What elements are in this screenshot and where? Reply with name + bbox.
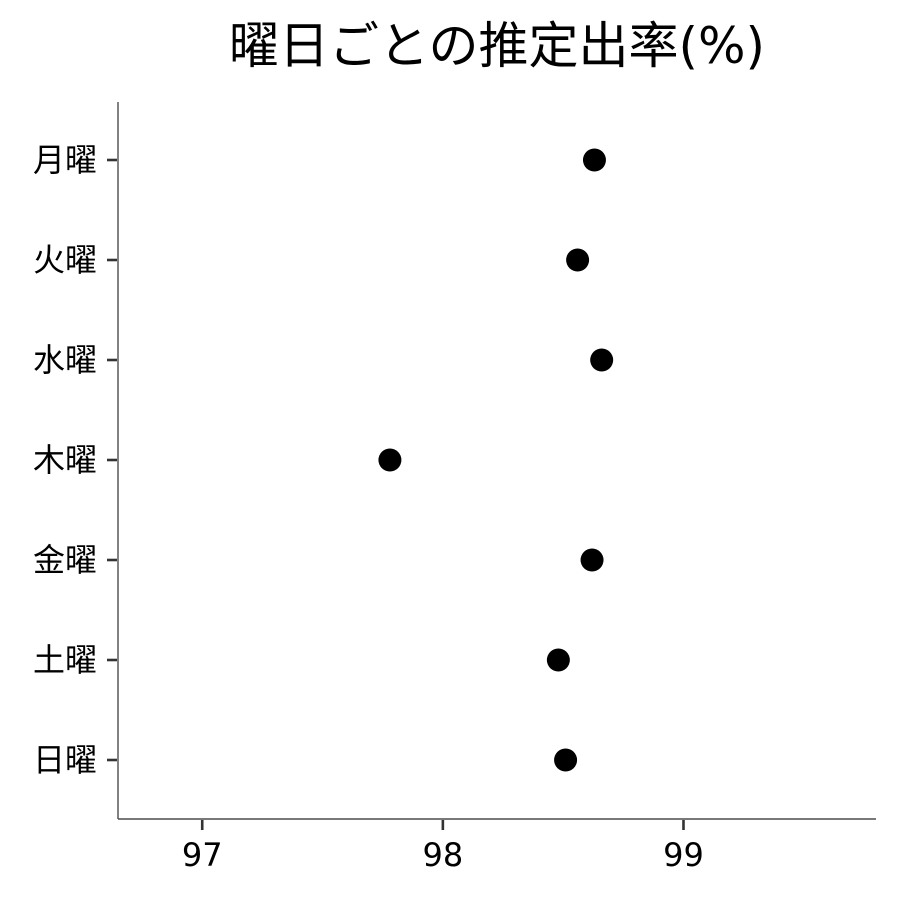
- x-tick-label: 97: [182, 836, 223, 874]
- data-point-6: [546, 648, 570, 672]
- data-point-3: [590, 348, 614, 372]
- y-tick-label: 日曜: [33, 741, 97, 779]
- data-point-4: [378, 448, 402, 472]
- y-tick-label: 水曜: [33, 341, 97, 379]
- chart-title: 曜日ごとの推定出率(%): [229, 17, 765, 75]
- data-point-5: [580, 548, 604, 572]
- x-tick-label: 99: [663, 836, 704, 874]
- data-point-7: [554, 748, 578, 772]
- data-point-1: [582, 148, 606, 172]
- data-point-2: [566, 248, 590, 272]
- y-tick-label: 火曜: [33, 241, 97, 279]
- x-tick-label: 98: [422, 836, 463, 874]
- y-tick-label: 金曜: [33, 541, 97, 579]
- y-tick-label: 月曜: [33, 141, 97, 179]
- y-tick-label: 木曜: [33, 441, 97, 479]
- y-tick-label: 土曜: [33, 641, 97, 679]
